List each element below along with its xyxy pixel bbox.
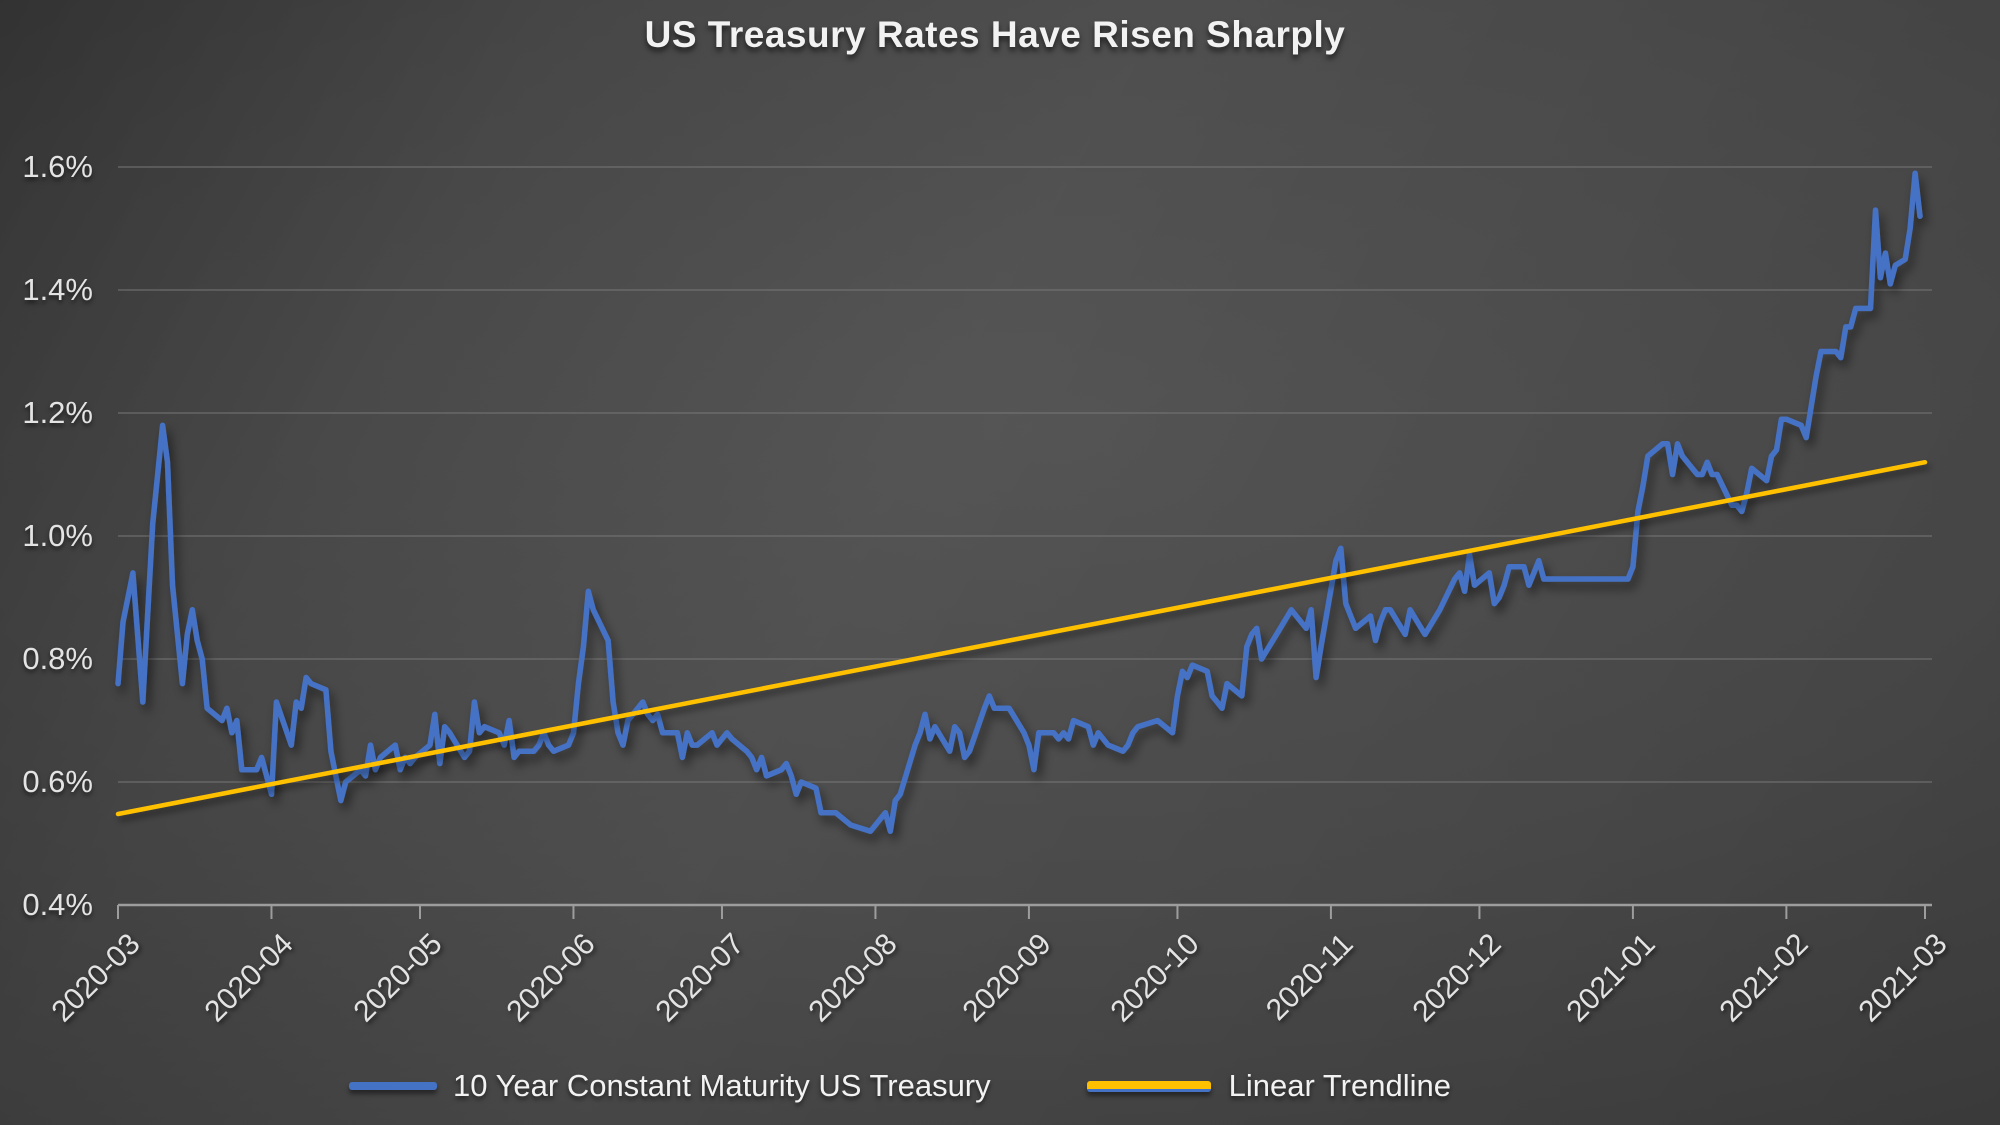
trendline-swatch (1086, 1080, 1211, 1092)
legend-item-trendline: Linear Trendline (991, 1068, 1451, 1104)
gridlines (118, 166, 1932, 783)
legend: 10 Year Constant Maturity US Treasury Li… (349, 1068, 1451, 1104)
y-axis-label-1.0%: 1.0% (22, 518, 93, 553)
x-axis (117, 903, 1932, 919)
y-axis-label-1.6%: 1.6% (22, 149, 93, 184)
legend-label-trendline: Linear Trendline (1228, 1068, 1451, 1103)
y-axis-label-0.6%: 0.6% (22, 764, 93, 799)
y-axis-label-0.8%: 0.8% (22, 641, 93, 676)
y-axis-label-1.4%: 1.4% (22, 272, 93, 307)
legend-label-treasury: 10 Year Constant Maturity US Treasury (453, 1068, 991, 1103)
linear-trendline (115, 459, 1928, 817)
treasury-line-swatch (349, 1082, 438, 1090)
series-lines (115, 170, 1928, 834)
treasury-rate-line (115, 170, 1923, 834)
chart-title: US Treasury Rates Have Risen Sharply (644, 14, 1346, 55)
legend-item-treasury: 10 Year Constant Maturity US Treasury (349, 1068, 991, 1104)
y-axis-label-1.2%: 1.2% (22, 395, 93, 430)
y-axis-label-0.4%: 0.4% (22, 887, 93, 922)
